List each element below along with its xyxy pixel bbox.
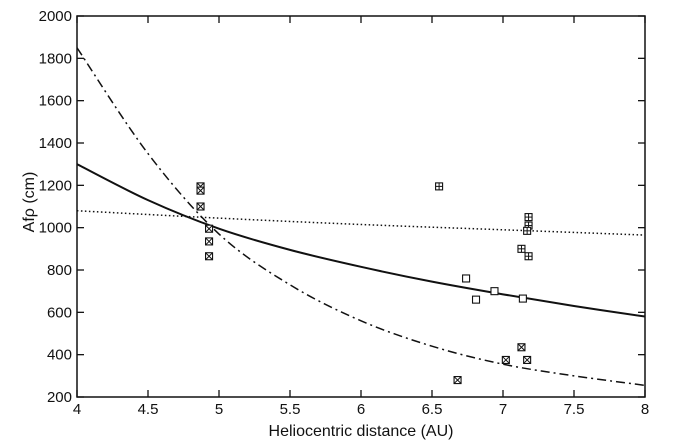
data-point-square-plus [524,213,533,222]
y-tick-label: 1200 [39,177,72,194]
y-tick-label: 1400 [39,135,72,152]
data-point-square-cross [517,343,526,352]
y-axis-title: Afρ (cm) [21,172,38,233]
x-tick-label: 4 [73,401,81,418]
data-point-square-cross [205,224,214,233]
y-tick-label: 800 [47,262,72,279]
data-point-square-plus [517,244,526,253]
x-tick-label: 8 [641,401,649,418]
x-tick-label: 4.5 [138,401,159,418]
curve-solid [77,163,645,318]
y-tick-label: 600 [47,304,72,321]
x-tick-label: 7.5 [564,401,585,418]
data-point-square-plus [524,252,533,261]
data-point-square-open [518,294,527,303]
data-point-square-cross [205,252,214,261]
x-axis-title: Heliocentric distance (AU) [269,423,454,440]
curve-dash-dot [77,47,645,387]
data-point-square-plus [435,182,444,191]
data-point-square-cross [453,376,462,385]
y-tick-label: 1000 [39,220,72,237]
data-point-square-cross [205,237,214,246]
data-point-square-cross [196,186,205,195]
data-point-square-open [471,295,481,304]
y-tick-label: 200 [47,389,72,406]
x-tick-label: 7 [499,401,507,418]
y-tick-label: 1600 [39,93,72,110]
data-point-square-cross [523,355,532,365]
x-tick-label: 5.5 [280,401,301,418]
data-point-square-cross [501,355,510,365]
y-tick-label: 400 [47,347,72,364]
y-tick-label: 2000 [39,8,72,25]
y-tick-label: 1800 [39,50,72,67]
data-point-square-open [490,287,499,296]
x-tick-label: 6 [357,401,365,418]
x-tick-label: 6.5 [422,401,443,418]
data-point-square-cross [196,202,205,211]
model-curves [77,47,645,387]
curve-dotted [77,209,645,236]
data-point-square-plus [523,226,532,235]
data-point-square-open [462,274,471,283]
x-tick-label: 5 [215,401,223,418]
